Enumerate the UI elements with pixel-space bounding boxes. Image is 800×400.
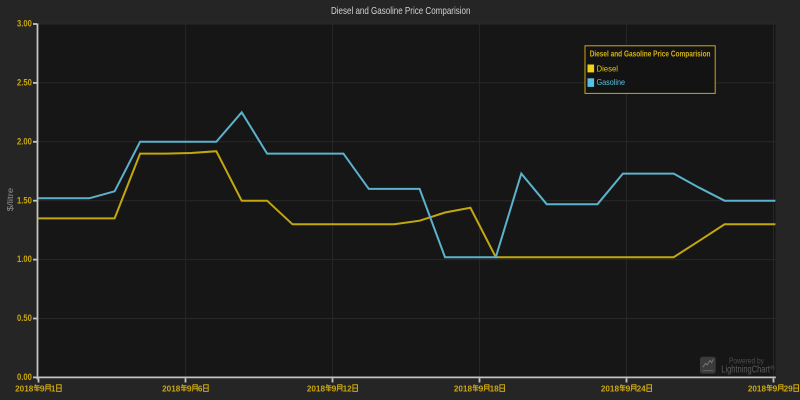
svg-text:2018: 2018	[307, 383, 325, 393]
svg-text:Powered by: Powered by	[729, 356, 764, 365]
svg-text:Diesel and Gasoline Price Comp: Diesel and Gasoline Price Comparision	[331, 6, 471, 17]
svg-text:6: 6	[198, 383, 203, 393]
svg-text:1.00: 1.00	[17, 254, 32, 264]
svg-text:Gasoline: Gasoline	[597, 77, 626, 87]
svg-text:2.00: 2.00	[17, 136, 32, 146]
svg-text:0.00: 0.00	[17, 372, 32, 382]
svg-text:9: 9	[40, 383, 45, 393]
svg-text:2018: 2018	[454, 383, 472, 393]
svg-text:9: 9	[773, 383, 778, 393]
svg-text:2018: 2018	[15, 383, 33, 393]
svg-text:LightningChart: LightningChart	[721, 365, 770, 376]
svg-text:3.00: 3.00	[17, 19, 32, 29]
svg-text:Diesel: Diesel	[597, 63, 619, 73]
svg-text:1.50: 1.50	[17, 195, 32, 205]
svg-text:9: 9	[479, 383, 484, 393]
svg-text:1: 1	[51, 383, 56, 393]
svg-text:9: 9	[332, 383, 337, 393]
svg-text:®: ®	[770, 364, 775, 371]
svg-text:Diesel and Gasoline Price Comp: Diesel and Gasoline Price Comparision	[590, 49, 711, 58]
svg-text:2018: 2018	[601, 383, 619, 393]
svg-text:9: 9	[626, 383, 631, 393]
svg-text:2018: 2018	[162, 383, 180, 393]
svg-text:0.50: 0.50	[17, 313, 32, 323]
svg-text:9: 9	[187, 383, 192, 393]
svg-text:2.50: 2.50	[17, 78, 32, 88]
svg-text:29: 29	[784, 383, 793, 393]
svg-text:$/litre: $/litre	[5, 187, 15, 211]
svg-text:18: 18	[490, 383, 499, 393]
svg-text:12: 12	[343, 383, 352, 393]
svg-text:24: 24	[637, 383, 646, 393]
svg-text:2018: 2018	[748, 383, 766, 393]
